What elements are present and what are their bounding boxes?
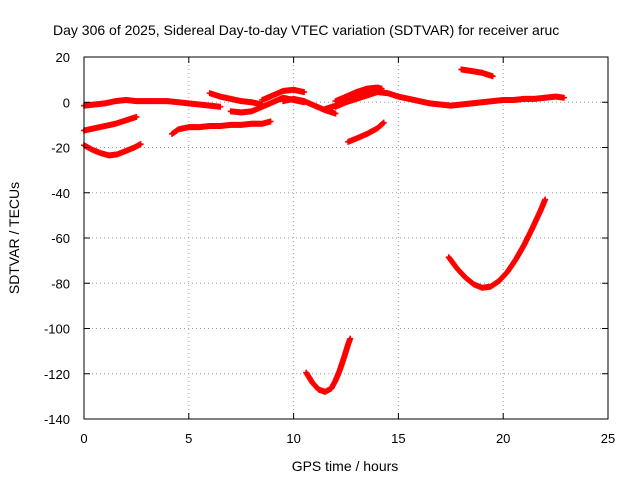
- data-point: [489, 73, 496, 80]
- x-tick-label: 15: [391, 431, 405, 446]
- x-tick-label: 10: [286, 431, 300, 446]
- x-tick-label: 20: [496, 431, 510, 446]
- x-axis-ticks: 0 5 10 15 20 25: [80, 57, 615, 446]
- data-point: [133, 113, 140, 120]
- y-tick-label: 20: [56, 50, 70, 65]
- x-tick-label: 25: [601, 431, 615, 446]
- x-tick-label: 5: [185, 431, 192, 446]
- data-point: [560, 94, 567, 101]
- y-tick-label: -80: [51, 276, 70, 291]
- data-point: [267, 118, 274, 125]
- data-point-trail: [379, 120, 386, 127]
- data-point: [347, 335, 354, 342]
- y-tick-label: -140: [44, 412, 70, 427]
- y-axis-ticks: -140 -120 -100 -80 -60 -40 -20 0 20: [44, 50, 608, 427]
- grid-lines: [84, 57, 608, 419]
- y-tick-label: -100: [44, 322, 70, 337]
- data-points: [81, 66, 567, 395]
- x-axis-label: GPS time / hours: [292, 458, 399, 474]
- y-tick-label: -20: [51, 141, 70, 156]
- data-point: [137, 141, 144, 148]
- y-tick-label: -40: [51, 186, 70, 201]
- y-tick-label: 0: [63, 95, 70, 110]
- y-tick-label: -60: [51, 231, 70, 246]
- data-point: [301, 89, 308, 96]
- data-point: [332, 110, 339, 117]
- data-point: [542, 196, 549, 203]
- data-point: [380, 119, 387, 126]
- y-tick-label: -120: [44, 367, 70, 382]
- data-point: [217, 103, 224, 110]
- y-axis-label: SDTVAR / TECUs: [6, 182, 22, 294]
- chart-title: Day 306 of 2025, Sidereal Day-to-day VTE…: [53, 22, 559, 38]
- x-tick-label: 0: [80, 431, 87, 446]
